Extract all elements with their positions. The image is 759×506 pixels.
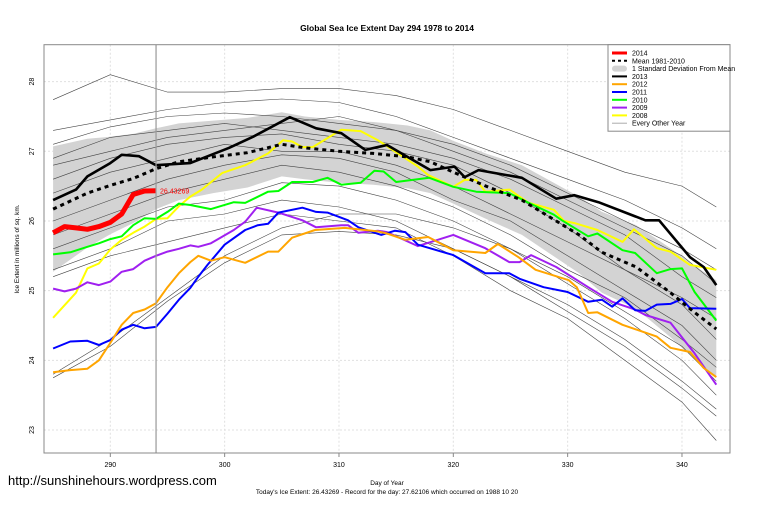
mean-line bbox=[52, 142, 718, 331]
watermark-url: http://sunshinehours.wordpress.com bbox=[8, 473, 217, 488]
legend-label: Mean 1981-2010 bbox=[632, 58, 685, 65]
x-tick-label: 330 bbox=[562, 462, 574, 469]
other-year-line bbox=[52, 182, 717, 382]
chart-title: Global Sea Ice Extent Day 294 1978 to 20… bbox=[300, 23, 474, 33]
other-year-line bbox=[52, 164, 717, 368]
y-tick-label: 24 bbox=[29, 356, 36, 364]
series-line-2011 bbox=[52, 206, 717, 350]
sd-band-layer bbox=[53, 112, 717, 378]
series-line-2012 bbox=[52, 226, 717, 378]
other-year-line bbox=[52, 123, 717, 298]
axes: 290 300 310 320 330 340 23 24 25 26 27 28 bbox=[29, 78, 688, 469]
other-years-layer bbox=[52, 74, 717, 441]
x-tick-label: 310 bbox=[333, 462, 345, 469]
legend-label: 2014 bbox=[632, 51, 648, 58]
y-tick-label: 26 bbox=[29, 217, 36, 225]
series-line-2013 bbox=[52, 115, 718, 286]
series-line-2008 bbox=[52, 128, 717, 319]
legend-label: 2012 bbox=[632, 82, 648, 89]
series-layer bbox=[51, 115, 718, 386]
legend-label: 1 Standard Deviation From Mean bbox=[632, 66, 735, 73]
footer-record-text: Today's Ice Extent: 26.43269 - Record fo… bbox=[256, 489, 519, 496]
other-year-line bbox=[52, 154, 717, 361]
legend-box bbox=[607, 44, 731, 132]
y-tick-label: 25 bbox=[29, 287, 36, 295]
other-year-line bbox=[52, 213, 717, 441]
series-line-2010 bbox=[52, 169, 718, 322]
y-tick-label: 27 bbox=[29, 147, 36, 155]
legend-swatch bbox=[612, 65, 627, 72]
y-tick-label: 28 bbox=[29, 78, 36, 86]
x-tick-label: 290 bbox=[104, 462, 116, 469]
other-year-line bbox=[53, 98, 717, 250]
other-year-line bbox=[53, 116, 717, 271]
x-tick-label: 320 bbox=[447, 462, 459, 469]
y-axis-label: Ice Extent in millions of sq. km. bbox=[14, 204, 21, 293]
plot-border bbox=[43, 44, 731, 454]
y-tick-label: 23 bbox=[29, 426, 36, 434]
other-year-line bbox=[52, 231, 717, 410]
other-year-line bbox=[52, 199, 717, 417]
legend-label: 2009 bbox=[632, 105, 648, 112]
sd-band bbox=[53, 112, 717, 378]
x-tick-label: 300 bbox=[219, 462, 231, 469]
legend-label: 2013 bbox=[632, 74, 648, 81]
other-year-line bbox=[52, 74, 717, 208]
legend-label: 2010 bbox=[632, 97, 648, 104]
series-line-2014 bbox=[51, 188, 157, 236]
legend-label: Every Other Year bbox=[632, 121, 686, 128]
x-axis-label: Day of Year bbox=[370, 480, 404, 487]
x-tick-label: 340 bbox=[676, 462, 688, 469]
legend-label: 2011 bbox=[632, 90, 647, 97]
other-year-line bbox=[52, 213, 717, 396]
other-year-line bbox=[52, 143, 717, 319]
series-line-2009 bbox=[52, 206, 718, 386]
today-value-label: 26.43269 bbox=[160, 188, 189, 195]
legend-label: 2008 bbox=[632, 113, 648, 120]
